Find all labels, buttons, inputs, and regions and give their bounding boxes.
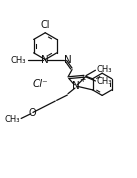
Text: O: O (28, 108, 36, 118)
Text: N: N (72, 81, 80, 91)
Text: N: N (64, 55, 72, 65)
Text: CH₃: CH₃ (96, 65, 112, 74)
Text: +: + (79, 75, 85, 84)
Text: CH₃: CH₃ (4, 115, 20, 124)
Text: CH₃: CH₃ (96, 77, 112, 86)
Text: Cl: Cl (41, 20, 50, 30)
Text: N: N (41, 55, 49, 65)
Text: Cl⁻: Cl⁻ (32, 79, 48, 89)
Text: CH₃: CH₃ (11, 56, 26, 65)
